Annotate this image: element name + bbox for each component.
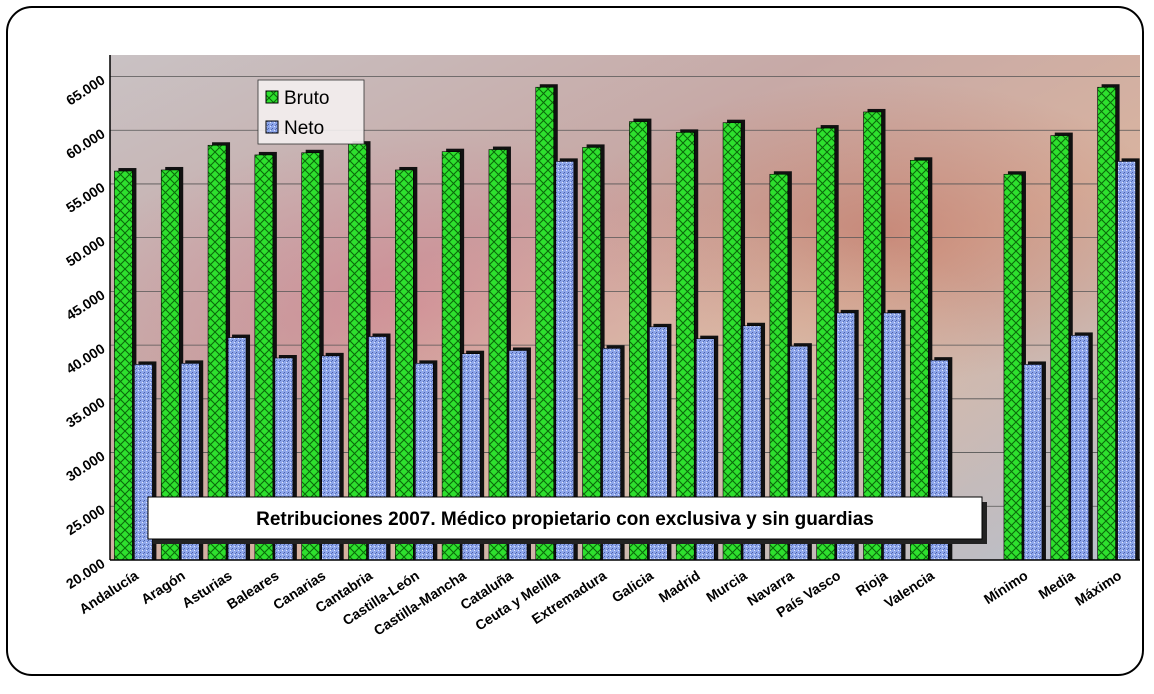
y-tick-label: 35.000: [63, 394, 108, 431]
bar-bruto: [675, 132, 695, 561]
bar-bruto: [114, 170, 133, 561]
y-tick-label: 30.000: [63, 448, 108, 485]
y-tick-label: 60.000: [63, 125, 108, 162]
x-tick-label: Madrid: [656, 567, 703, 605]
bar-bruto: [722, 122, 742, 561]
legend-label-bruto: Bruto: [284, 88, 329, 109]
title-background: [147, 496, 983, 540]
title-box: Retribuciones 2007. Médico propietario c…: [147, 496, 987, 544]
bar-bruto: [629, 121, 648, 561]
bar-bruto: [1003, 173, 1023, 561]
y-tick-label: 65.000: [63, 71, 108, 108]
chart-frame: 20.000 25.000 30.000 35.000 40.000 45.000 50.0…: [6, 6, 1144, 676]
bar-bruto: [1050, 135, 1070, 561]
legend-label-neto: Neto: [284, 118, 324, 139]
x-tick-label: Murcia: [703, 567, 750, 605]
bar-bruto: [535, 86, 555, 561]
y-tick-label: 40.000: [63, 340, 108, 377]
bar-neto: [1117, 161, 1136, 561]
x-tick-label: Valencia: [881, 567, 937, 611]
bar-bruto: [816, 127, 835, 561]
x-tick-label: Mínimo: [981, 567, 1031, 607]
chart: 20.00025.00030.00035.00040.00045.00050.0…: [63, 55, 1140, 639]
x-tick-label: Galicia: [609, 567, 656, 606]
x-tick-label: Media: [1035, 567, 1077, 602]
bar-neto: [1070, 335, 1090, 561]
x-tick-label: Máximo: [1072, 567, 1124, 609]
x-axis-ticks: AndalucíaAragónAsturiasBalearesCanariasC…: [76, 567, 1124, 639]
bar-neto: [1023, 364, 1043, 561]
legend-swatch-bruto: [265, 90, 279, 104]
chart-title: Retribuciones 2007. Médico propietario c…: [256, 509, 874, 530]
y-tick-label: 45.000: [63, 286, 108, 323]
bar-bruto: [863, 111, 882, 561]
y-tick-label: 50.000: [63, 233, 108, 270]
bar-bruto: [1097, 86, 1116, 561]
legend-swatch-neto: [265, 120, 279, 134]
y-tick-label: 55.000: [63, 179, 108, 216]
y-axis-ticks: 20.00025.00030.00035.00040.00045.00050.0…: [63, 71, 108, 591]
legend: Bruto Neto: [257, 79, 365, 145]
y-tick-label: 25.000: [63, 501, 108, 538]
